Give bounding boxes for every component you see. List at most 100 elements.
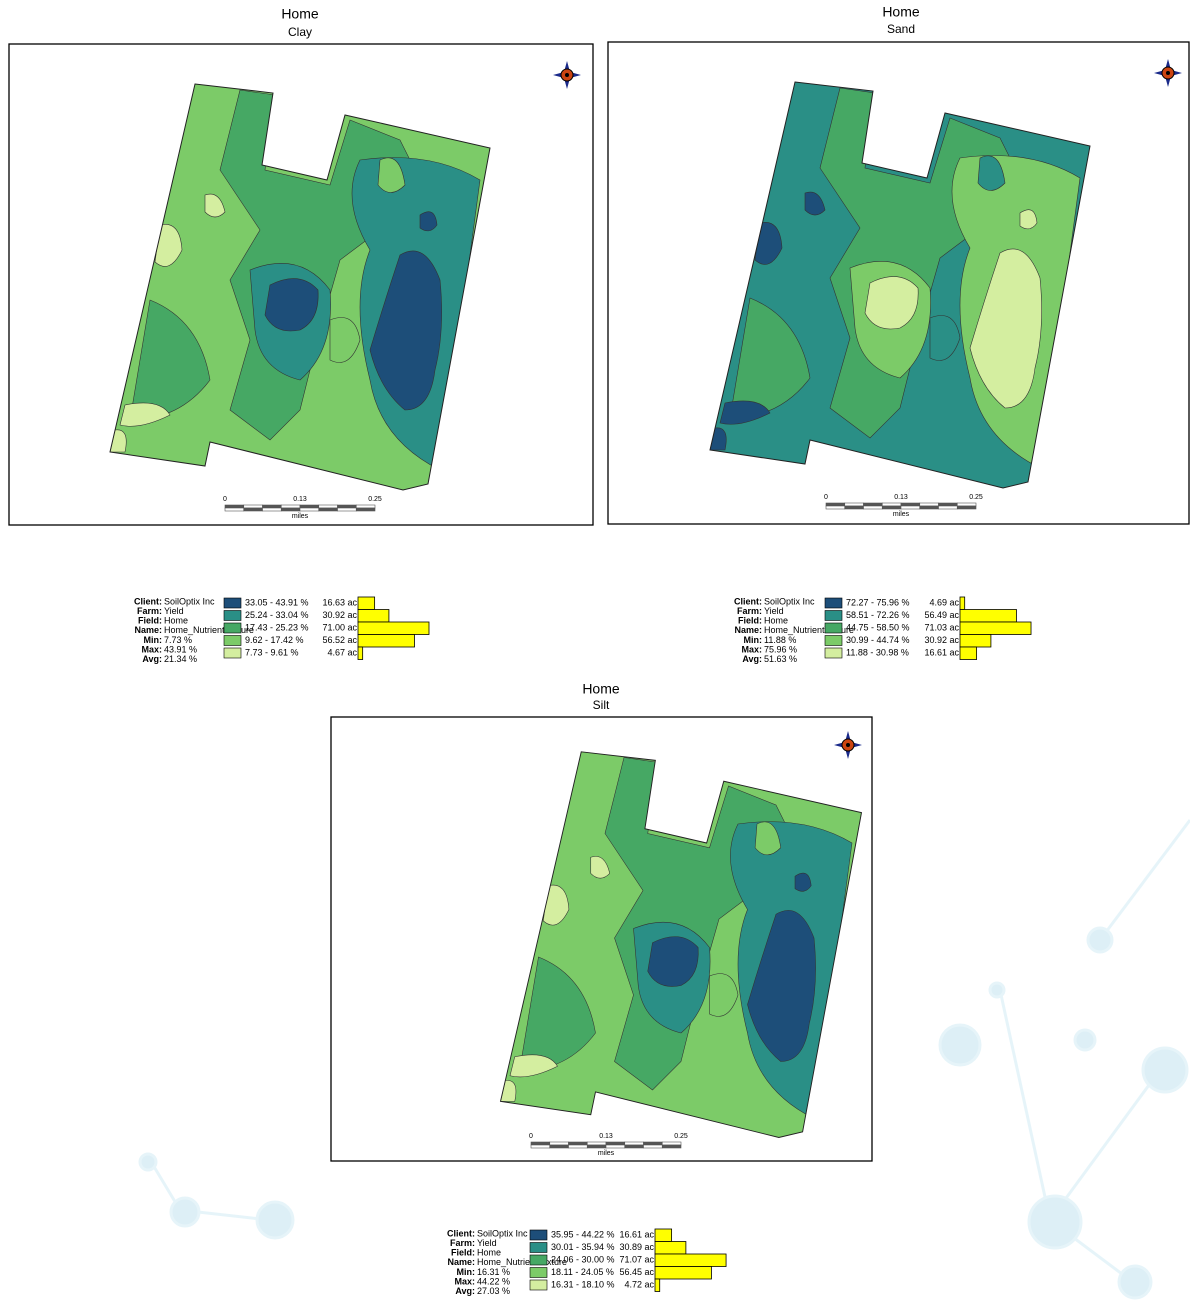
compass-center [846, 743, 850, 747]
scale-label: 0 [223, 496, 227, 503]
scale-segment [300, 505, 319, 508]
info-label: Min: [744, 635, 763, 645]
legend-acres: 16.63 ac [322, 597, 357, 607]
scale-label: 0 [824, 494, 828, 501]
acre-bar [655, 1267, 711, 1280]
info-value: SoilOptix Inc [764, 596, 815, 606]
legend-swatch [530, 1268, 547, 1278]
acre-bar [358, 635, 415, 648]
scale-segment [225, 505, 244, 508]
scale-segment [569, 1142, 588, 1145]
info-label: Max: [741, 644, 762, 654]
legend-range: 30.01 - 35.94 % [551, 1242, 615, 1252]
scale-segment [550, 1145, 569, 1148]
info-label: Avg: [455, 1286, 475, 1296]
legend-acres: 16.61 ac [924, 647, 959, 657]
legend-range: 7.73 - 9.61 % [245, 647, 299, 657]
legend-range: 33.05 - 43.91 % [245, 597, 309, 607]
compass-center [1166, 71, 1170, 75]
info-label: Avg: [742, 654, 762, 664]
info-value: SoilOptix Inc [477, 1228, 528, 1238]
scale-segment [356, 508, 375, 511]
scale-segment [957, 506, 976, 509]
legend-acres: 71.07 ac [619, 1254, 654, 1264]
info-value: 7.73 % [164, 635, 192, 645]
scale-segment [263, 508, 282, 511]
acre-bar [358, 647, 363, 660]
scale-unit: miles [292, 513, 309, 520]
scale-segment [662, 1145, 681, 1148]
info-label: Client: [734, 596, 762, 606]
info-label: Client: [134, 596, 162, 606]
info-value: 51.63 % [764, 654, 797, 664]
legend-range: 58.51 - 72.26 % [846, 610, 910, 620]
info-label: Name: [134, 625, 162, 635]
scale-segment [281, 508, 300, 511]
legend-swatch [224, 623, 241, 633]
info-label: Min: [144, 635, 163, 645]
acre-bar [960, 647, 977, 660]
legend-range: 35.95 - 44.22 % [551, 1229, 615, 1239]
scale-segment [957, 503, 976, 506]
acre-bar [358, 622, 429, 635]
scale-segment [644, 1145, 663, 1148]
legend-acres: 16.61 ac [619, 1229, 654, 1239]
info-label: Avg: [142, 654, 162, 664]
info-label: Min: [457, 1267, 476, 1277]
info-label: Field: [451, 1248, 475, 1258]
info-label: Farm: [450, 1238, 475, 1248]
map-title: Home [882, 4, 920, 20]
scale-segment [920, 503, 939, 506]
scale-segment [644, 1142, 663, 1145]
info-value: 21.34 % [164, 654, 197, 664]
scale-segment [625, 1145, 644, 1148]
scale-label: 0.25 [969, 494, 983, 501]
acre-bar [655, 1229, 672, 1242]
legend-range: 16.31 - 18.10 % [551, 1279, 615, 1289]
scale-segment [531, 1142, 550, 1145]
info-value: 16.31 % [477, 1267, 510, 1277]
scale-segment [939, 503, 958, 506]
legend-swatch [825, 648, 842, 658]
acre-bar [358, 610, 389, 623]
scale-label: 0 [529, 1133, 533, 1140]
info-label: Field: [138, 616, 162, 626]
scale-segment [826, 503, 845, 506]
scale-segment [606, 1142, 625, 1145]
legend-range: 24.06 - 30.00 % [551, 1254, 615, 1264]
scale-segment [244, 508, 263, 511]
scale-segment [569, 1145, 588, 1148]
info-value: 11.88 % [764, 635, 796, 645]
scale-segment [920, 506, 939, 509]
scale-segment [882, 506, 901, 509]
map-panel: HomeClay00.130.25milesClient:SoilOptix I… [9, 6, 593, 664]
legend-range: 11.88 - 30.98 % [846, 647, 909, 657]
scale-segment [281, 505, 300, 508]
legend-swatch [224, 636, 241, 646]
scale-segment [826, 506, 845, 509]
scale-label: 0.13 [894, 494, 908, 501]
legend-swatch [530, 1255, 547, 1265]
legend-range: 72.27 - 75.96 % [846, 597, 910, 607]
acre-bar [655, 1242, 686, 1255]
info-value: 27.03 % [477, 1286, 510, 1296]
map-title: Home [582, 681, 620, 697]
legend-acres: 30.89 ac [619, 1242, 654, 1252]
legend-range: 17.43 - 25.23 % [245, 622, 309, 632]
legend-swatch [530, 1280, 547, 1290]
scale-segment [662, 1142, 681, 1145]
legend-swatch [224, 611, 241, 621]
legend-swatch [825, 636, 842, 646]
map-subtitle: Sand [887, 22, 915, 36]
acre-bar [960, 597, 965, 610]
legend-acres: 30.92 ac [322, 610, 357, 620]
map-title: Home [281, 6, 319, 22]
legend-acres: 71.00 ac [322, 622, 357, 632]
legend-acres: 30.92 ac [924, 635, 959, 645]
info-label: Name: [447, 1257, 475, 1267]
scale-segment [225, 508, 244, 511]
page: HomeClay00.130.25milesClient:SoilOptix I… [0, 0, 1190, 1302]
acre-bar [655, 1254, 726, 1267]
map-subtitle: Clay [288, 25, 312, 39]
legend-swatch [825, 598, 842, 608]
